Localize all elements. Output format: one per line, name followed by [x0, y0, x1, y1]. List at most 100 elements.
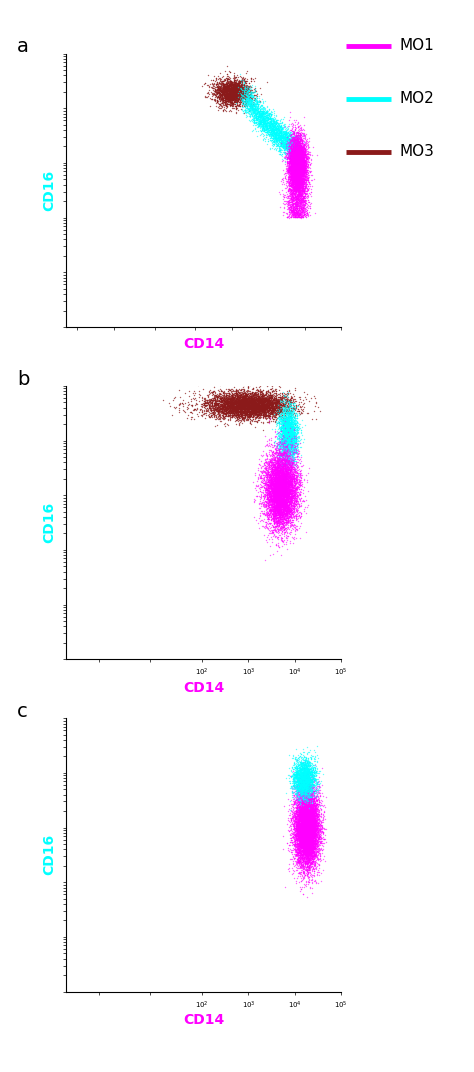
Point: [237, 393, 245, 411]
Point: [275, 505, 283, 522]
Point: [254, 403, 261, 420]
Point: [256, 410, 264, 427]
Point: [264, 397, 271, 414]
Point: [293, 153, 301, 170]
Point: [266, 483, 274, 501]
Point: [304, 771, 312, 788]
Point: [253, 104, 261, 121]
Point: [286, 422, 293, 440]
Point: [247, 389, 255, 406]
Point: [261, 453, 269, 471]
Point: [305, 803, 313, 820]
Point: [278, 478, 285, 495]
Point: [291, 157, 299, 174]
Point: [281, 125, 289, 143]
Point: [300, 792, 307, 809]
Point: [277, 478, 285, 495]
Point: [303, 793, 311, 810]
Point: [282, 148, 290, 165]
Point: [296, 770, 304, 787]
Point: [295, 154, 303, 172]
Point: [274, 450, 282, 467]
Point: [268, 483, 276, 501]
Point: [307, 809, 315, 827]
Point: [242, 394, 250, 412]
Point: [304, 773, 312, 790]
Point: [290, 433, 298, 450]
Point: [249, 386, 257, 403]
Point: [258, 91, 266, 108]
Point: [256, 389, 264, 406]
Point: [271, 486, 279, 503]
Point: [308, 843, 316, 860]
Point: [293, 832, 301, 849]
Point: [318, 822, 326, 839]
Point: [306, 810, 313, 828]
Point: [295, 148, 302, 165]
Point: [249, 391, 256, 408]
Point: [283, 485, 290, 502]
Point: [305, 775, 313, 792]
Point: [297, 774, 304, 791]
Point: [303, 819, 310, 836]
Point: [307, 845, 314, 862]
Point: [218, 74, 226, 91]
Point: [296, 810, 303, 828]
Point: [275, 483, 283, 501]
Point: [234, 393, 241, 411]
Point: [214, 91, 221, 108]
Point: [275, 475, 283, 492]
Point: [293, 820, 301, 837]
Point: [286, 132, 293, 149]
Point: [289, 168, 297, 185]
Point: [299, 152, 306, 169]
Point: [302, 763, 310, 780]
Point: [293, 143, 301, 160]
Point: [265, 121, 273, 138]
Point: [304, 778, 311, 795]
Point: [288, 149, 295, 166]
Point: [301, 828, 309, 845]
Point: [290, 144, 297, 161]
Point: [222, 89, 230, 106]
Point: [291, 438, 298, 456]
Point: [237, 391, 244, 408]
Point: [303, 829, 311, 846]
Point: [293, 147, 301, 164]
Point: [296, 808, 304, 825]
Point: [305, 846, 313, 863]
Point: [296, 772, 304, 789]
Point: [287, 148, 294, 165]
Point: [308, 842, 316, 859]
Point: [224, 383, 232, 400]
Point: [302, 804, 310, 821]
Point: [291, 162, 299, 179]
Point: [299, 847, 307, 864]
Point: [301, 816, 309, 833]
Point: [236, 394, 243, 412]
Point: [298, 170, 306, 188]
Point: [276, 124, 284, 142]
Point: [234, 81, 242, 99]
Point: [202, 402, 210, 419]
Point: [242, 389, 250, 406]
Point: [287, 143, 295, 160]
Point: [280, 410, 288, 427]
Point: [303, 817, 311, 834]
Point: [296, 174, 303, 191]
Point: [295, 167, 303, 184]
Point: [245, 388, 253, 405]
Point: [258, 400, 266, 417]
Point: [300, 860, 308, 877]
Point: [273, 473, 280, 490]
Point: [252, 477, 260, 494]
Point: [302, 172, 310, 189]
Point: [290, 445, 297, 462]
Point: [250, 111, 258, 129]
Point: [234, 81, 242, 99]
Point: [295, 159, 303, 176]
Point: [299, 203, 307, 220]
Point: [296, 829, 304, 846]
Point: [291, 153, 299, 170]
Point: [301, 849, 308, 866]
